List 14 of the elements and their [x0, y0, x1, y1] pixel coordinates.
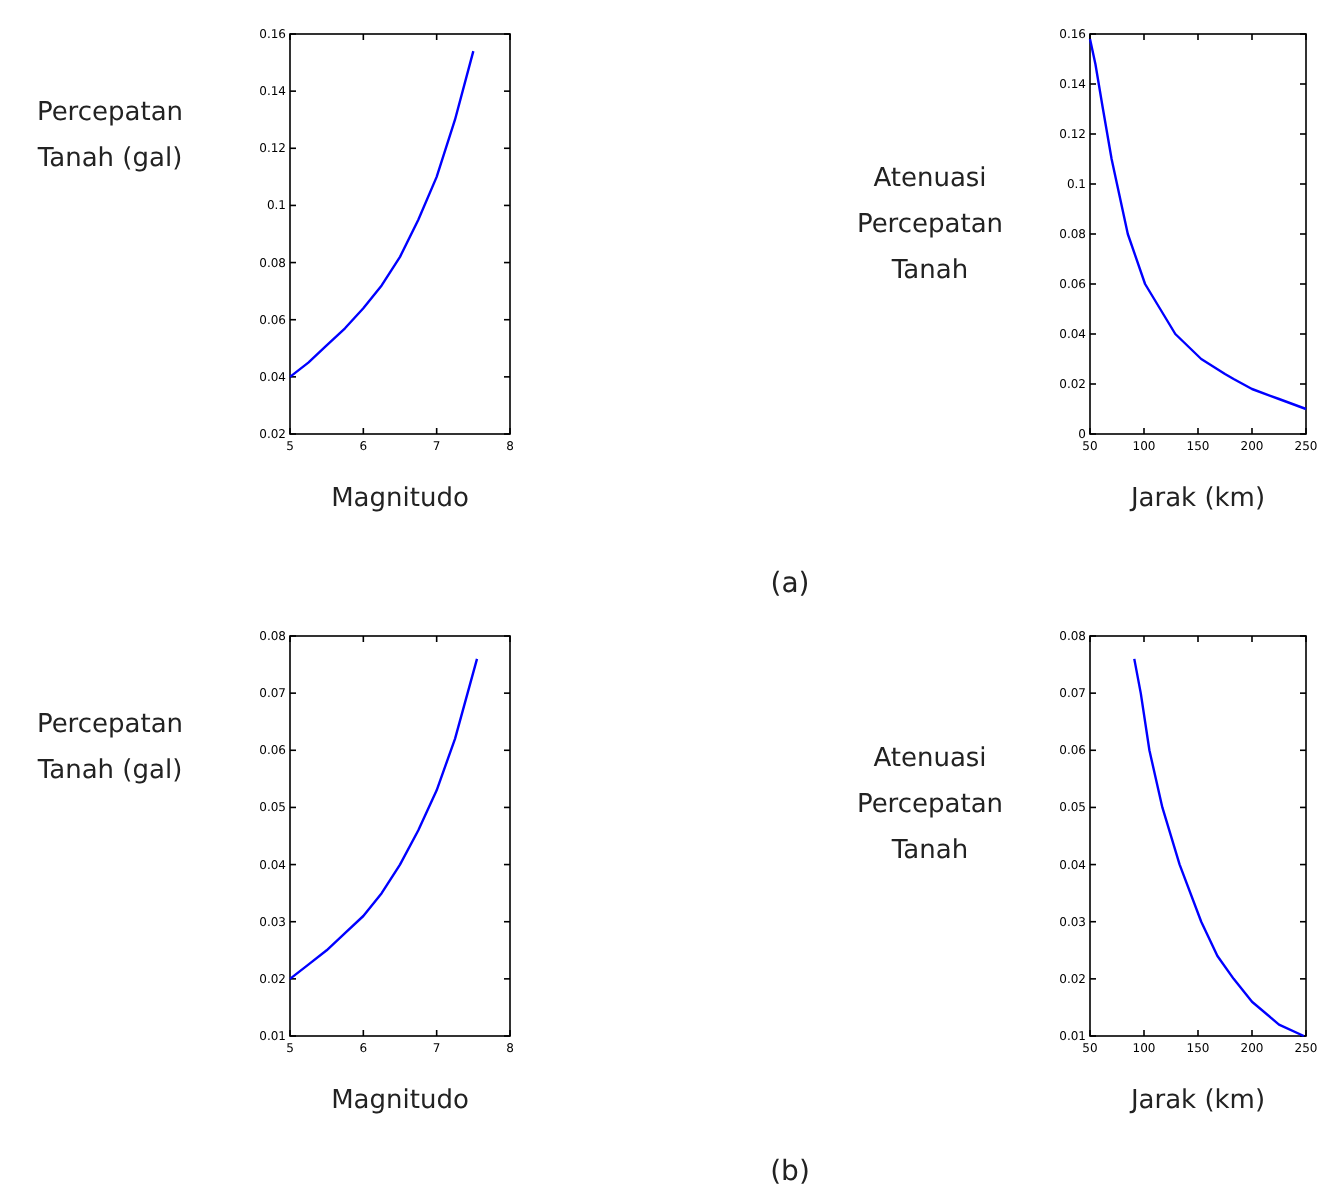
line-series	[1088, 37, 1308, 411]
line-series	[1133, 657, 1306, 1038]
y-axis-title: Atenuasi Percepatan Tanah	[856, 744, 1004, 866]
line-series	[288, 49, 475, 379]
y-axis-title: Atenuasi Percepatan Tanah	[856, 164, 1004, 286]
text: (a)	[770, 568, 810, 600]
x-axis-title: Magnitudo	[331, 484, 469, 514]
x-axis-title: Jarak (km)	[1128, 1086, 1266, 1116]
text: (b)	[770, 1156, 810, 1188]
y-axis-title: Percepatan Tanah (gal)	[35, 98, 184, 174]
line-series	[288, 657, 479, 981]
y-axis-title: Percepatan Tanah (gal)	[35, 710, 184, 786]
x-axis-title: Magnitudo	[331, 1086, 469, 1116]
x-axis-title: Jarak (km)	[1128, 484, 1266, 514]
